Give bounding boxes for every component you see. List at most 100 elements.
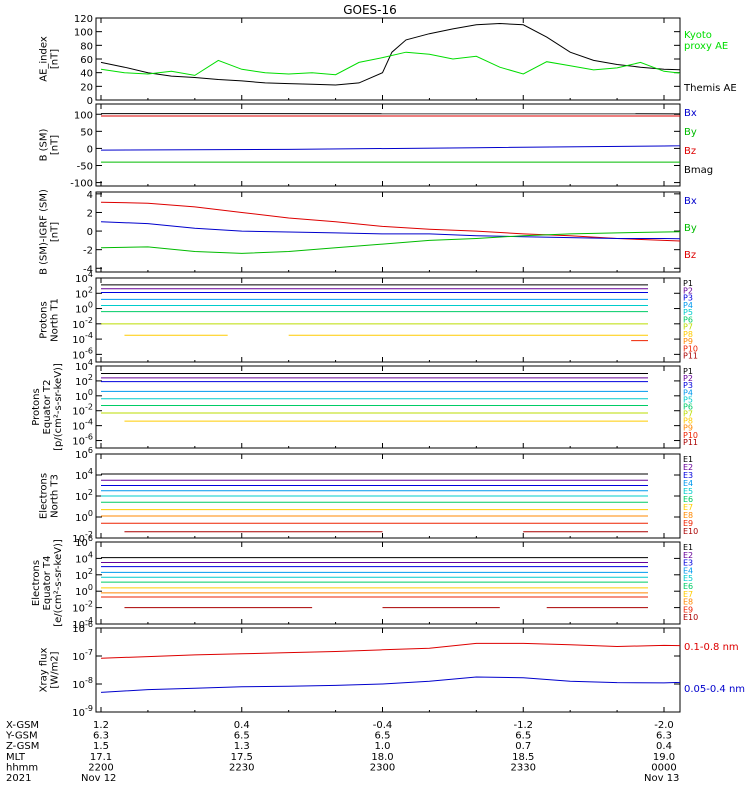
legend-entry: P4 <box>683 301 693 310</box>
panel-frame <box>95 627 681 713</box>
series-group <box>100 642 680 693</box>
tick-base: 10 <box>75 471 88 482</box>
tick-base: 10 <box>75 289 88 300</box>
tick-base: 10 <box>72 320 85 331</box>
tick-base: 10 <box>72 680 85 691</box>
ephemeris-row-label: Y-GSM <box>5 731 38 742</box>
legend-entry: Kyoto <box>684 30 712 41</box>
y-tick-label: 10-6 <box>72 620 93 635</box>
tick-base: 10 <box>72 620 85 631</box>
y-tick-label: 102 <box>75 373 93 388</box>
ephemeris-value: 1.2 <box>93 720 109 731</box>
tick-base: 10 <box>72 350 85 361</box>
panel-frame <box>95 277 681 363</box>
y-axis-title: Xray flux <box>39 648 50 693</box>
y-tick-label: 0 <box>87 144 93 155</box>
y-tick-label: 10-4 <box>72 331 93 346</box>
panel-bigrf: -4 -2 0 2 4 B (SM)-IGRF (SM) [nT] Bx By Bz <box>39 189 697 275</box>
series-group <box>100 113 680 163</box>
y-tick-label: 40 <box>80 69 93 80</box>
series-group <box>101 372 648 422</box>
tick-exponent: 4 <box>88 358 93 367</box>
y-tick-label: 2 <box>87 208 93 219</box>
ephemeris-value: 6.3 <box>93 731 109 742</box>
legend-entry: P10 <box>683 431 698 440</box>
y-tick-label: 106 <box>75 534 93 549</box>
series-line <box>100 676 680 693</box>
legend-entry: P6 <box>683 402 693 411</box>
tick-base: 10 <box>75 492 88 503</box>
tick-exponent: 2 <box>88 285 93 294</box>
tick-exponent: -2 <box>85 600 93 609</box>
legend-entry: Bx <box>684 108 697 119</box>
legend-entry: P9 <box>683 424 693 433</box>
tick-exponent: 0 <box>88 509 93 518</box>
ephemeris-value: 2330 <box>511 762 536 773</box>
legend-entry: E8 <box>683 598 693 607</box>
tick-exponent: -2 <box>85 403 93 412</box>
y-tick-label: 10-2 <box>72 530 93 545</box>
ephemeris-value: -1.2 <box>513 720 533 731</box>
y-tick-label: 100 <box>75 509 93 524</box>
series-group <box>101 473 648 533</box>
legend-entry: E3 <box>683 559 693 568</box>
legend-entry: P6 <box>683 315 693 324</box>
ephemeris-row-label: Z-GSM <box>6 741 39 752</box>
ephemeris-value: 18.0 <box>371 752 393 763</box>
legend-entry: E10 <box>683 613 698 622</box>
tick-exponent: -2 <box>85 316 93 325</box>
legend-entry: E1 <box>683 543 693 552</box>
series-group <box>100 201 680 254</box>
tick-exponent: -4 <box>85 616 93 625</box>
tick-base: 10 <box>75 450 88 461</box>
legend-entry: E4 <box>683 479 693 488</box>
y-axis-title: B (SM) <box>39 128 50 161</box>
ephemeris-value: 17.5 <box>231 752 253 763</box>
y-axis-title: Protons <box>39 301 50 338</box>
tick-exponent: 4 <box>88 550 93 559</box>
tick-base: 10 <box>72 335 85 346</box>
legend-entry: By <box>684 127 697 138</box>
legend-entry: E1 <box>683 455 693 464</box>
y-tick-label: 10-6 <box>72 346 93 361</box>
legend-entry: Bz <box>684 250 696 261</box>
legend-entry: P5 <box>683 395 693 404</box>
tick-exponent: 4 <box>88 467 93 476</box>
legend-entry: P2 <box>683 286 693 295</box>
y-tick-label: 104 <box>75 467 93 482</box>
ephemeris-value: 0.4 <box>234 720 250 731</box>
y-tick-label: 10-9 <box>72 704 93 719</box>
y-tick-label: 4 <box>87 190 93 201</box>
y-axis-title: B (SM)-IGRF (SM) <box>39 189 50 275</box>
y-tick-label: -2 <box>83 246 93 257</box>
tick-base: 10 <box>72 652 85 663</box>
legend-entry: P11 <box>683 352 698 361</box>
ephemeris-value: -0.4 <box>373 720 393 731</box>
tick-exponent: 0 <box>88 301 93 310</box>
panel-frame <box>95 365 681 449</box>
ephemeris-value: 0.7 <box>515 741 531 752</box>
y-tick-label: 102 <box>75 567 93 582</box>
y-axis-title: Electrons <box>39 473 50 519</box>
tick-base: 10 <box>75 587 88 598</box>
legend-entry: E8 <box>683 511 693 520</box>
y-tick-label: 10-8 <box>72 676 93 691</box>
tick-base: 10 <box>72 604 85 615</box>
y-axis-title: Equator T2 <box>42 380 53 435</box>
panel-frame <box>95 17 681 101</box>
y-tick-label: 10-2 <box>72 316 93 331</box>
legend-entry: P5 <box>683 308 693 317</box>
y-tick-label: -100 <box>70 179 93 190</box>
tick-exponent: -8 <box>85 676 93 685</box>
ephemeris-value: 18.5 <box>512 752 534 763</box>
tick-exponent: 0 <box>88 388 93 397</box>
y-tick-label: 0 <box>87 227 93 238</box>
tick-base: 10 <box>75 554 88 565</box>
y-tick-label: 10-2 <box>72 403 93 418</box>
ephemeris-value: 2200 <box>88 762 113 773</box>
